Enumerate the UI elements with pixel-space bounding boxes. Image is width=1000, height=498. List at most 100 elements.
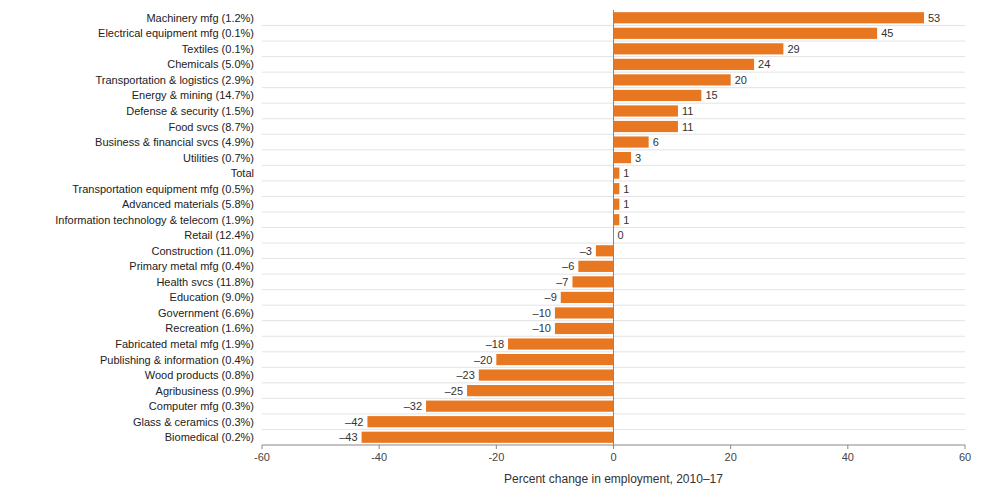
- x-tick-label: -60: [254, 451, 270, 463]
- x-tick-label: 40: [842, 451, 854, 463]
- data-label: 29: [787, 43, 799, 55]
- bar: [508, 338, 613, 349]
- bar: [614, 105, 678, 116]
- data-label: –10: [533, 322, 551, 334]
- category-label: Wood products (0.8%): [145, 369, 254, 381]
- data-label: –20: [474, 354, 492, 366]
- data-label: 45: [881, 27, 893, 39]
- bar: [561, 292, 614, 303]
- category-label: Glass & ceramics (0.3%): [133, 416, 254, 428]
- bar: [496, 354, 613, 365]
- bar: [555, 323, 614, 334]
- x-tick: [613, 445, 614, 449]
- chart: -60-40-200204060Percent change in employ…: [0, 0, 1000, 498]
- category-label: Health svcs (11.8%): [156, 276, 254, 288]
- bar: [614, 90, 702, 101]
- bar: [614, 59, 755, 70]
- bar: [614, 199, 620, 210]
- x-tick-label: 0: [610, 451, 616, 463]
- x-axis-label: Percent change in employment, 2010–17: [504, 472, 723, 486]
- category-label: Information technology & telecom (1.9%): [55, 214, 254, 226]
- category-label: Construction (11.0%): [151, 245, 254, 257]
- category-label: Biomedical (0.2%): [165, 431, 254, 443]
- category-label: Fabricated metal mfg (1.9%): [115, 338, 254, 350]
- category-label: Publishing & information (0.4%): [100, 354, 254, 366]
- category-label: Utilities (0.7%): [183, 152, 254, 164]
- bar: [614, 183, 620, 194]
- category-label: Total: [231, 167, 254, 179]
- data-label: 15: [705, 89, 717, 101]
- data-label: 1: [623, 198, 629, 210]
- category-label: Chemicals (5.0%): [167, 58, 254, 70]
- category-label: Electrical equipment mfg (0.1%): [98, 27, 254, 39]
- x-tick: [379, 445, 380, 449]
- x-tick-label: -40: [371, 451, 387, 463]
- bar: [614, 12, 924, 23]
- bar: [367, 416, 613, 427]
- category-label: Energy & mining (14.7%): [132, 89, 254, 101]
- category-label: Primary metal mfg (0.4%): [129, 260, 254, 272]
- bar: [578, 261, 613, 272]
- category-label: Defense & security (1.5%): [126, 105, 254, 117]
- category-label: Food svcs (8.7%): [168, 121, 254, 133]
- bar: [614, 28, 878, 39]
- data-label: –32: [404, 400, 422, 412]
- x-tick: [730, 445, 731, 449]
- data-label: –43: [339, 431, 357, 443]
- data-label: –10: [533, 307, 551, 319]
- zero-line: [613, 10, 614, 445]
- x-tick: [965, 445, 966, 449]
- category-label: Education (9.0%): [170, 291, 254, 303]
- x-tick-label: 60: [959, 451, 971, 463]
- data-label: 1: [623, 183, 629, 195]
- data-label: 11: [682, 105, 693, 117]
- data-label: 6: [653, 136, 659, 148]
- data-label: –7: [556, 276, 568, 288]
- data-label: 1: [623, 214, 629, 226]
- data-label: 53: [928, 12, 940, 24]
- bar: [614, 168, 620, 179]
- data-label: –42: [345, 416, 363, 428]
- category-label: Government (6.6%): [158, 307, 254, 319]
- data-label: –3: [580, 245, 592, 257]
- data-label: 0: [618, 229, 624, 241]
- category-label: Advanced materials (5.8%): [122, 198, 254, 210]
- data-label: 11: [682, 121, 693, 133]
- data-label: 20: [735, 74, 747, 86]
- data-label: 3: [635, 152, 641, 164]
- category-label: Computer mfg (0.3%): [149, 400, 254, 412]
- bar: [614, 214, 620, 225]
- bar: [479, 369, 614, 380]
- bar: [614, 43, 784, 54]
- data-label: –23: [456, 369, 474, 381]
- data-label: –6: [562, 260, 574, 272]
- category-label: Textiles (0.1%): [182, 43, 254, 55]
- bar: [426, 401, 613, 412]
- category-label: Recreation (1.6%): [165, 322, 254, 334]
- category-label: Transportation equipment mfg (0.5%): [72, 183, 254, 195]
- category-label: Transportation & logistics (2.9%): [95, 74, 254, 86]
- x-tick: [262, 445, 263, 449]
- bar: [596, 245, 614, 256]
- category-label: Business & financial svcs (4.9%): [95, 136, 254, 148]
- data-label: 1: [623, 167, 629, 179]
- bar: [467, 385, 613, 396]
- bar: [555, 307, 614, 318]
- x-tick-label: 20: [725, 451, 737, 463]
- x-tick: [847, 445, 848, 449]
- data-label: 24: [758, 58, 770, 70]
- category-label: Machinery mfg (1.2%): [146, 12, 254, 24]
- bars: [362, 12, 924, 443]
- category-label: Agribusiness (0.9%): [156, 385, 254, 397]
- bar: [362, 432, 614, 443]
- data-label: –25: [445, 385, 463, 397]
- data-label: –9: [545, 291, 557, 303]
- bar: [614, 136, 649, 147]
- x-tick: [496, 445, 497, 449]
- bar: [614, 121, 678, 132]
- category-label: Retail (12.4%): [184, 229, 254, 241]
- bar: [614, 152, 632, 163]
- bar: [572, 276, 613, 287]
- data-label: –18: [486, 338, 504, 350]
- bar: [614, 74, 731, 85]
